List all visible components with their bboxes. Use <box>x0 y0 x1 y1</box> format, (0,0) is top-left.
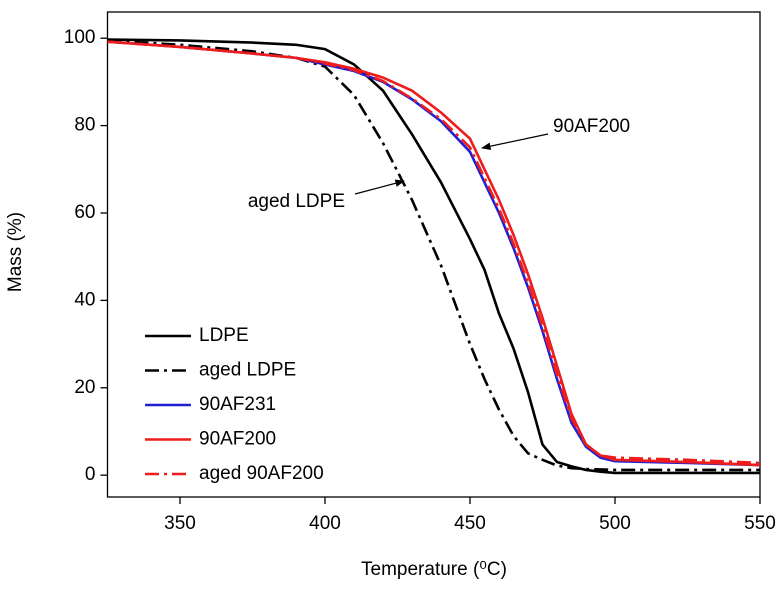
legend-label: 90AF200 <box>199 429 276 450</box>
x-tick-label: 500 <box>599 513 631 534</box>
x-tick-label: 400 <box>309 513 341 534</box>
x-axis-label: Temperature (⁰C) <box>361 559 507 580</box>
legend-label: LDPE <box>199 325 249 346</box>
y-axis-label: Mass (%) <box>5 212 26 292</box>
annotation: aged LDPE <box>248 191 345 212</box>
x-tick-label: 350 <box>164 513 196 534</box>
annotation-arrow <box>481 133 549 150</box>
data-line <box>107 38 760 475</box>
annotation: 90AF200 <box>553 116 630 137</box>
y-tick-label: 60 <box>74 202 95 223</box>
y-tick-label: 100 <box>64 27 96 48</box>
legend-label: aged 90AF200 <box>199 463 324 484</box>
y-tick-label: 0 <box>85 464 96 485</box>
legend-label: aged LDPE <box>199 360 296 381</box>
legend-label: 90AF231 <box>199 394 276 415</box>
plot-frame <box>106 11 761 498</box>
x-tick-label: 450 <box>454 513 486 534</box>
x-tick-label: 550 <box>744 513 776 534</box>
data-line <box>107 40 761 465</box>
data-line <box>107 40 761 467</box>
annotation-arrow <box>354 179 405 195</box>
y-tick-label: 40 <box>74 289 95 310</box>
y-tick-label: 80 <box>74 115 95 136</box>
y-tick-label: 20 <box>74 377 95 398</box>
